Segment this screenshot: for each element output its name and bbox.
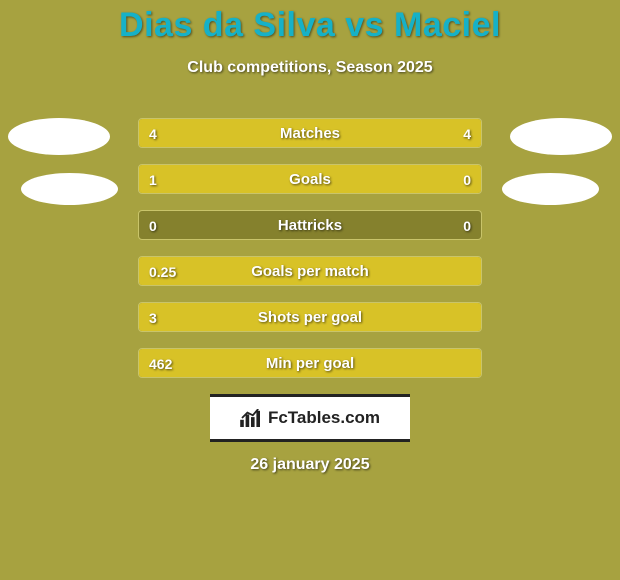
stat-row: 462 Min per goal: [138, 348, 482, 378]
stat-row: 3 Shots per goal: [138, 302, 482, 332]
stat-label: Matches: [139, 119, 481, 147]
stat-row: 1 Goals 0: [138, 164, 482, 194]
stat-label: Goals per match: [139, 257, 481, 285]
brand-badge: FcTables.com: [210, 394, 410, 442]
comparison-chart: 4 Matches 4 1 Goals 0 0 Hattricks 0 0.25…: [0, 118, 620, 474]
date-label: 26 january 2025: [0, 456, 620, 474]
stat-label: Goals: [139, 165, 481, 193]
stat-row: 0.25 Goals per match: [138, 256, 482, 286]
stat-value-right: 0: [463, 211, 471, 239]
stat-label: Shots per goal: [139, 303, 481, 331]
chart-icon: [240, 409, 262, 427]
stat-row: 4 Matches 4: [138, 118, 482, 148]
stat-value-right: 0: [463, 165, 471, 193]
stat-row: 0 Hattricks 0: [138, 210, 482, 240]
page-subtitle: Club competitions, Season 2025: [0, 59, 620, 77]
page-title: Dias da Silva vs Maciel: [0, 0, 620, 45]
brand-name: FcTables.com: [268, 408, 380, 428]
stat-label: Hattricks: [139, 211, 481, 239]
stat-label: Min per goal: [139, 349, 481, 377]
stat-value-right: 4: [463, 119, 471, 147]
